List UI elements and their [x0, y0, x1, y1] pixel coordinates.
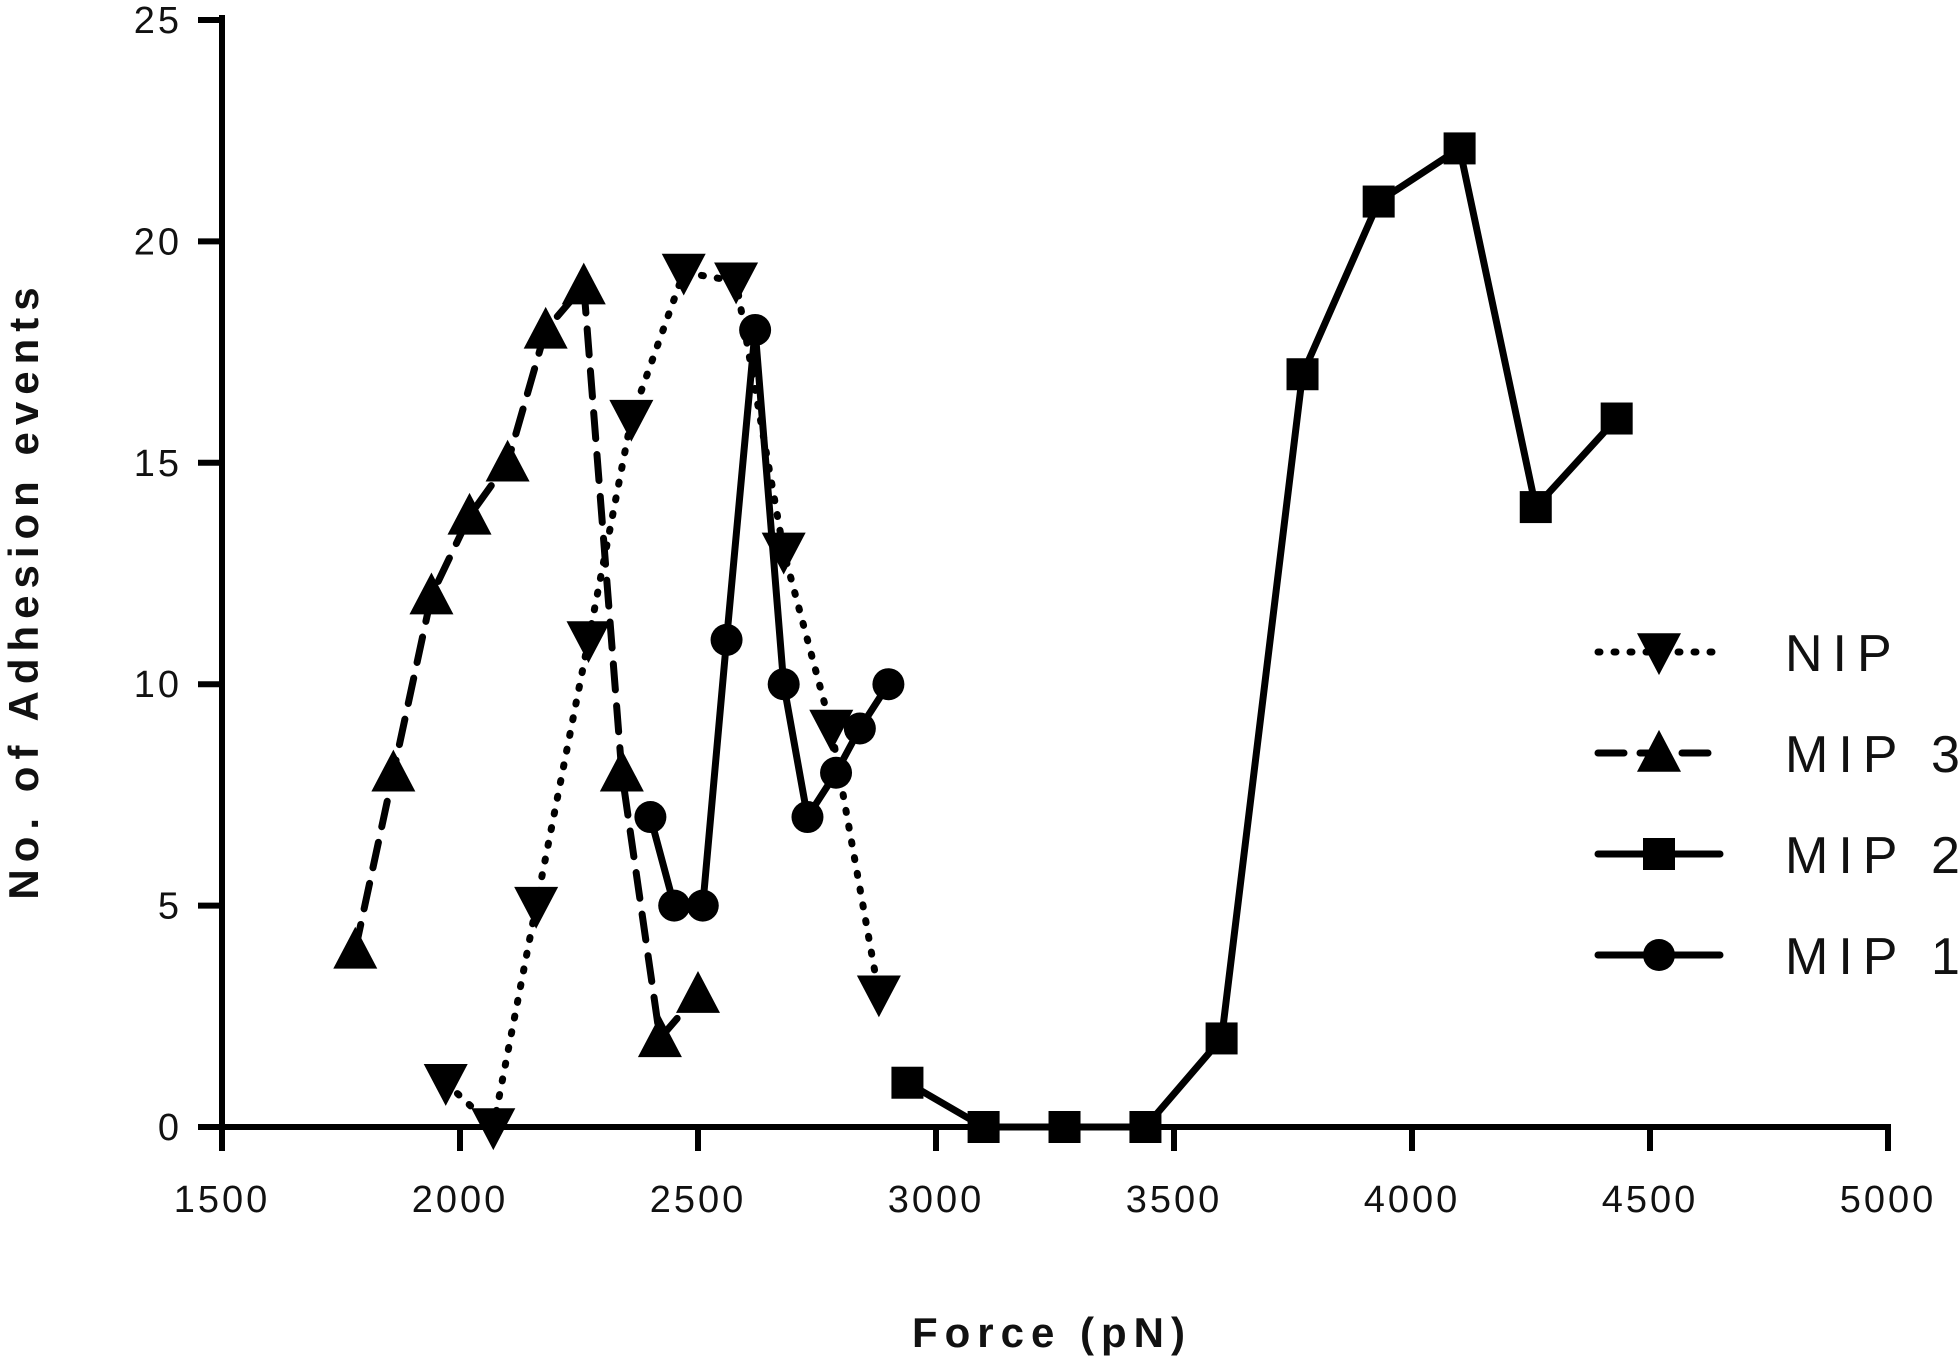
data-point-mip-3 — [637, 1015, 682, 1058]
x-tick-label: 1500 — [174, 1179, 271, 1221]
data-point-mip-1 — [739, 313, 772, 346]
data-point-mip-3 — [333, 926, 378, 969]
y-axis-title: No. of Adhesion events — [0, 280, 47, 899]
series-line-mip-2 — [903, 144, 1621, 1131]
series-mip-2 — [891, 132, 1633, 1143]
data-point-nip — [809, 709, 854, 752]
data-point-nip — [714, 262, 759, 305]
data-point-mip-3 — [561, 262, 606, 305]
legend-marker-mip-1 — [1643, 939, 1675, 971]
data-point-mip-2 — [1519, 491, 1552, 524]
data-point-mip-1 — [872, 668, 905, 701]
data-point-nip — [423, 1064, 468, 1106]
series-mip-1 — [634, 313, 905, 922]
legend-item-nip: NIP — [1594, 625, 1902, 683]
x-axis-title: Force (pN) — [912, 1309, 1192, 1356]
legend-item-mip-2: MIP 2 — [1594, 827, 1960, 885]
data-point-mip-3 — [371, 749, 416, 792]
data-point-mip-2 — [1443, 132, 1476, 165]
y-tick-label: 20 — [134, 221, 182, 263]
data-point-mip-2 — [1362, 185, 1395, 218]
data-point-mip-3 — [485, 439, 530, 482]
data-point-mip-1 — [767, 668, 800, 701]
axes: 0 5 10 15 20 25 1500 2000 2500 3000 3500 4000 4500 50… — [134, 0, 1937, 1221]
data-point-nip — [514, 886, 559, 929]
data-point-mip-1 — [843, 712, 876, 745]
data-point-mip-3 — [599, 749, 644, 792]
series-line-mip-3 — [351, 282, 702, 1042]
y-tick-label: 15 — [134, 443, 182, 485]
data-point-mip-3 — [676, 971, 720, 1013]
legend: NIP MIP 3 MIP 2 MIP 1 — [1594, 625, 1960, 986]
x-tick-label: 2500 — [650, 1179, 747, 1221]
y-tick-label: 25 — [134, 0, 182, 42]
data-point-nip — [661, 253, 706, 296]
legend-item-mip-3: MIP 3 — [1594, 726, 1960, 784]
data-point-mip-1 — [686, 889, 719, 922]
data-point-mip-1 — [658, 889, 691, 922]
data-point-nip — [761, 532, 806, 575]
data-point-mip-2 — [891, 1066, 924, 1099]
series-mip-3 — [333, 262, 720, 1058]
data-point-mip-1 — [710, 623, 743, 656]
data-point-mip-2 — [1048, 1111, 1081, 1143]
data-point-nip — [856, 975, 901, 1018]
data-point-mip-2 — [967, 1111, 1000, 1143]
legend-marker-nip — [1637, 633, 1681, 676]
data-point-mip-1 — [791, 801, 824, 834]
series-line-mip-1 — [646, 326, 892, 910]
data-point-mip-2 — [1129, 1111, 1162, 1143]
legend-label-nip: NIP — [1785, 625, 1902, 683]
legend-label-mip-2: MIP 2 — [1785, 827, 1960, 885]
series-layer — [333, 132, 1633, 1151]
legend-marker-mip-2 — [1643, 838, 1675, 870]
data-point-nip — [609, 399, 654, 442]
data-point-mip-2 — [1600, 402, 1633, 435]
data-point-mip-2 — [1286, 358, 1319, 391]
data-point-mip-3 — [409, 572, 454, 615]
x-tick-label: 2000 — [412, 1179, 509, 1221]
series-nip — [423, 253, 901, 1151]
data-point-mip-2 — [1205, 1022, 1238, 1055]
series-line-nip — [442, 268, 883, 1131]
x-tick-label: 5000 — [1840, 1179, 1937, 1221]
y-tick-label: 10 — [134, 664, 182, 706]
data-point-nip — [471, 1108, 516, 1151]
x-tick-label: 4000 — [1364, 1179, 1461, 1221]
y-tick-label: 0 — [158, 1107, 182, 1149]
x-tick-label: 3000 — [888, 1179, 985, 1221]
data-point-nip — [566, 621, 611, 664]
x-tick-label: 4500 — [1602, 1179, 1699, 1221]
data-point-mip-3 — [447, 492, 492, 535]
x-tick-label: 3500 — [1126, 1179, 1223, 1221]
data-point-mip-1 — [634, 801, 667, 834]
legend-marker-mip-3 — [1637, 729, 1681, 772]
data-point-mip-3 — [523, 306, 568, 349]
legend-label-mip-3: MIP 3 — [1785, 726, 1960, 784]
legend-label-mip-1: MIP 1 — [1785, 928, 1960, 986]
y-tick-label: 5 — [158, 886, 182, 928]
legend-item-mip-1: MIP 1 — [1594, 928, 1960, 986]
data-point-mip-1 — [820, 756, 853, 789]
